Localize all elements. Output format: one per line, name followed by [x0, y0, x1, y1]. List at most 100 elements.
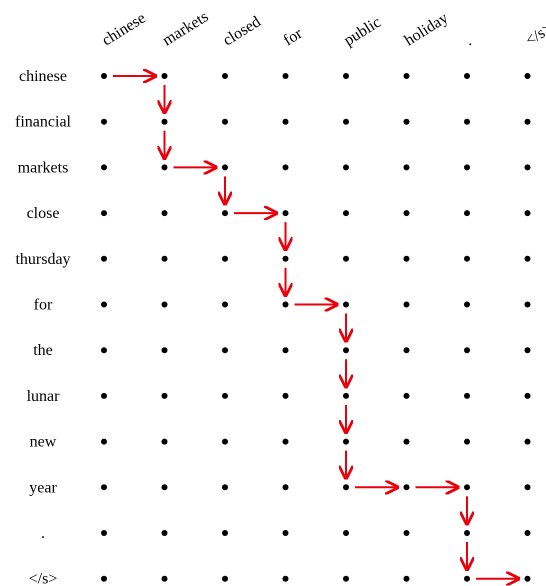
grid-dot — [343, 73, 349, 79]
row-label: . — [41, 525, 45, 542]
column-label: . — [462, 33, 474, 50]
grid-dot — [161, 164, 168, 171]
row-label: lunar — [27, 388, 61, 405]
grid-dot — [403, 484, 410, 491]
grid-dot — [464, 301, 470, 308]
column-label: markets — [160, 8, 212, 49]
grid-dot — [101, 164, 107, 171]
grid-dot — [282, 484, 289, 491]
grid-dot — [101, 575, 107, 582]
grid-dot — [282, 301, 289, 308]
grid-dot — [524, 392, 531, 399]
grid-dot — [222, 484, 228, 491]
grid-dot — [222, 438, 228, 445]
grid-dot — [161, 118, 168, 125]
grid-dot — [524, 301, 531, 308]
grid-dot — [101, 301, 107, 308]
row-label: markets — [18, 159, 69, 176]
grid-dot — [343, 347, 349, 354]
grid-dot — [101, 392, 107, 399]
grid-dot — [403, 530, 410, 536]
grid-dot — [161, 210, 168, 217]
grid-dot — [464, 575, 470, 582]
grid-dot — [524, 575, 531, 582]
grid-dot — [282, 575, 289, 582]
grid-dot — [282, 164, 289, 171]
grid-dot — [464, 438, 470, 445]
column-labels: chinese markets closed for public holiday. </s… — [99, 8, 546, 49]
grid-dot — [343, 301, 349, 308]
grid-dot — [101, 438, 107, 445]
grid-dot — [101, 210, 107, 217]
grid-dot — [282, 118, 289, 125]
grid-dot — [282, 210, 289, 217]
grid-dot — [343, 530, 349, 536]
row-label: chinese — [19, 68, 67, 85]
grid-dot — [464, 392, 470, 399]
grid-dot — [222, 530, 228, 536]
grid-dot — [222, 347, 228, 354]
grid-dot — [343, 575, 349, 582]
grid-dot — [161, 347, 168, 354]
grid-dot — [464, 210, 470, 217]
grid-dot — [222, 164, 228, 171]
column-label: holiday — [402, 10, 452, 50]
grid-dot — [161, 530, 168, 536]
grid-dot — [464, 118, 470, 125]
row-label: year — [29, 479, 57, 496]
grid-dot — [343, 484, 349, 491]
grid-dot — [403, 118, 410, 125]
grid-dot — [282, 347, 289, 354]
grid-dot — [343, 210, 349, 217]
grid-dot — [524, 164, 531, 171]
grid-dot — [222, 255, 228, 262]
grid-dot — [343, 118, 349, 125]
grid-dot — [222, 392, 228, 399]
grid-dot — [524, 484, 531, 491]
grid-dot — [524, 73, 531, 79]
grid-dot — [282, 73, 289, 79]
grid-dot — [282, 530, 289, 536]
grid-dot — [343, 438, 349, 445]
grid-dot — [524, 530, 531, 536]
grid-dot — [161, 301, 168, 308]
row-label: financial — [15, 114, 72, 131]
grid-dot — [464, 347, 470, 354]
grid-dot — [524, 210, 531, 217]
column-label: closed — [220, 13, 264, 49]
grid-dot — [222, 73, 228, 79]
grid-dot — [464, 530, 470, 536]
grid-dot — [161, 575, 168, 582]
grid-dots — [101, 73, 531, 582]
grid-dot — [403, 73, 410, 79]
grid-dot — [403, 301, 410, 308]
grid-dot — [101, 530, 107, 536]
grid-dot — [101, 484, 107, 491]
grid-dot — [282, 392, 289, 399]
row-labels: chinese financial markets close thursday for t… — [15, 68, 72, 586]
grid-dot — [403, 438, 410, 445]
grid-dot — [464, 73, 470, 79]
grid-dot — [222, 301, 228, 308]
grid-dot — [101, 118, 107, 125]
grid-dot — [464, 484, 470, 491]
grid-dot — [282, 255, 289, 262]
grid-dot — [524, 438, 531, 445]
grid-dot — [161, 392, 168, 399]
grid-dot — [343, 164, 349, 171]
grid-dot — [403, 255, 410, 262]
grid-dot — [222, 118, 228, 125]
row-label: close — [27, 205, 60, 222]
row-label: the — [33, 342, 53, 359]
grid-dot — [524, 255, 531, 262]
grid-dot — [343, 392, 349, 399]
column-label: </s> — [523, 20, 546, 50]
grid-dot — [403, 347, 410, 354]
row-label: thursday — [15, 251, 70, 268]
column-label: for — [281, 25, 306, 50]
grid-dot — [403, 164, 410, 171]
grid-dot — [101, 347, 107, 354]
row-label: new — [30, 434, 57, 451]
grid-dot — [161, 73, 168, 79]
